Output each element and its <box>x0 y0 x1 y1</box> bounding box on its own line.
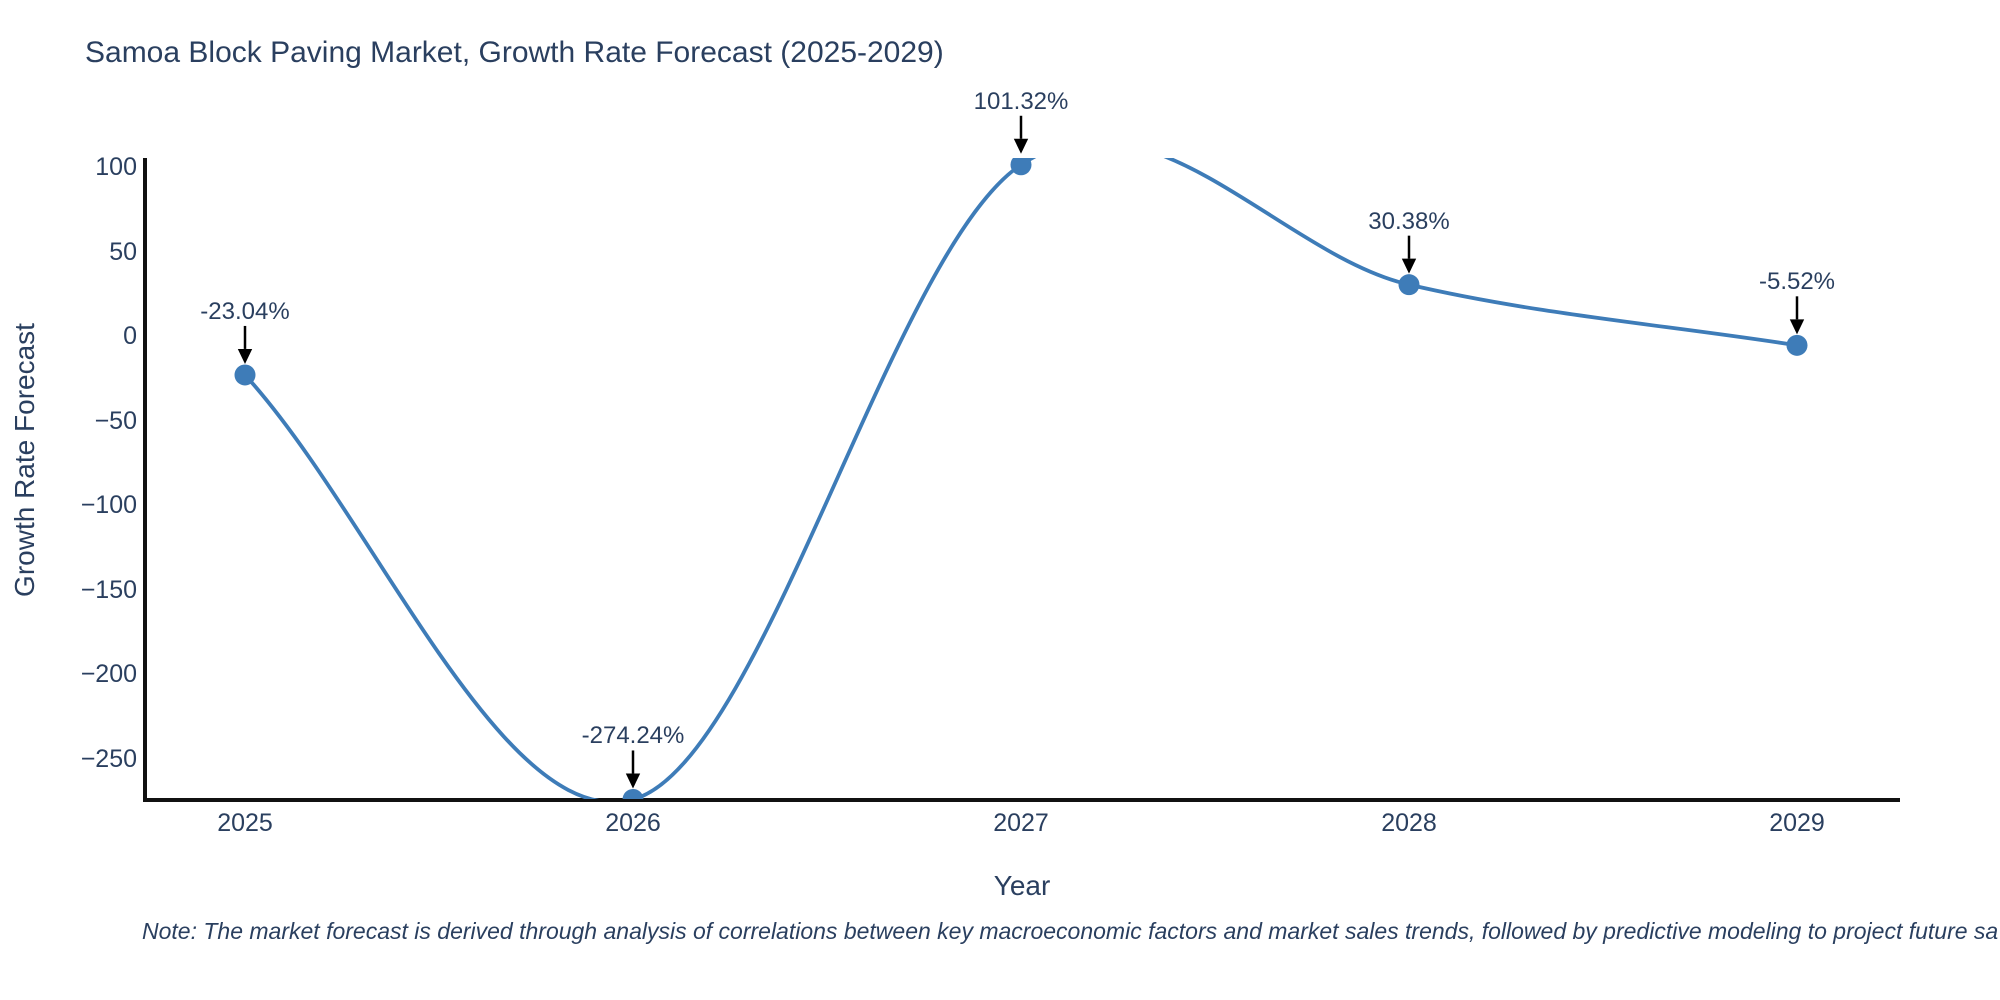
data-point-marker[interactable] <box>1010 154 1032 176</box>
x-tick-label: 2029 <box>1769 809 1825 837</box>
point-annotation: 101.32% <box>973 87 1069 115</box>
y-tick-label: −50 <box>94 406 137 435</box>
point-annotation: 30.38% <box>1368 207 1450 235</box>
x-tick-label: 2028 <box>1381 809 1437 837</box>
data-point-marker[interactable] <box>234 364 256 386</box>
data-point-marker[interactable] <box>1786 334 1808 356</box>
annotation-arrow-head <box>1401 258 1417 274</box>
y-axis-title: Growth Rate Forecast <box>9 323 40 597</box>
point-annotation: -274.24% <box>581 722 685 750</box>
y-tick-label: 50 <box>109 237 137 266</box>
y-tick-label: 100 <box>95 153 137 181</box>
x-tick-label: 2027 <box>993 809 1049 837</box>
footnote: Note: The market forecast is derived thr… <box>142 918 1999 944</box>
point-annotation: -23.04% <box>200 297 290 325</box>
marker-group <box>234 154 1808 810</box>
x-tick-label: 2026 <box>605 809 661 837</box>
y-tick-label: −100 <box>80 491 137 519</box>
annotation-arrow-head <box>1013 138 1029 154</box>
annotation-arrow-head <box>625 773 641 789</box>
chart-title: Samoa Block Paving Market, Growth Rate F… <box>85 36 944 69</box>
y-tick-label: −250 <box>80 744 137 773</box>
y-tick-label: 0 <box>123 322 137 350</box>
annotation-arrow-head <box>237 348 253 364</box>
annotation-arrow-head <box>1789 319 1805 335</box>
point-annotation: -5.52% <box>1758 268 1836 296</box>
y-tick-label: −150 <box>80 575 137 604</box>
data-point-marker[interactable] <box>1398 274 1420 296</box>
data-point-marker[interactable] <box>622 788 644 810</box>
forecast-line <box>243 158 1799 799</box>
y-tick-label: −200 <box>80 660 137 688</box>
x-axis-title: Year <box>993 870 1051 901</box>
x-tick-label: 2025 <box>217 809 273 837</box>
